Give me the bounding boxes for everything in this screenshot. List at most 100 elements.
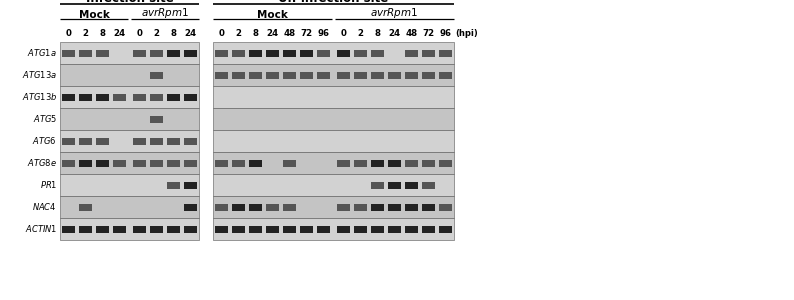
Text: $\it{ATG5}$: $\it{ATG5}$: [33, 113, 57, 124]
Text: 0: 0: [137, 28, 142, 38]
Bar: [388, 71, 401, 79]
Text: 0: 0: [66, 28, 71, 38]
Bar: [337, 226, 350, 232]
Bar: [62, 226, 75, 232]
Bar: [232, 203, 245, 211]
Bar: [96, 226, 109, 232]
Bar: [113, 226, 126, 232]
Bar: [167, 182, 180, 188]
Bar: [371, 203, 384, 211]
Bar: [79, 160, 92, 167]
Bar: [283, 71, 296, 79]
Bar: [213, 152, 454, 174]
Bar: [167, 137, 180, 145]
Text: $\it{avrRpm1}$: $\it{avrRpm1}$: [370, 6, 418, 20]
Text: 72: 72: [300, 28, 313, 38]
Bar: [405, 50, 418, 56]
Text: $\it{ATG13b}$: $\it{ATG13b}$: [21, 92, 57, 103]
Bar: [439, 71, 452, 79]
Bar: [232, 160, 245, 167]
Bar: [113, 94, 126, 100]
Bar: [213, 130, 454, 152]
Text: $\it{ACTIN1}$: $\it{ACTIN1}$: [25, 224, 57, 235]
Bar: [249, 160, 262, 167]
Bar: [371, 160, 384, 167]
Text: $\it{ATG13a}$: $\it{ATG13a}$: [22, 70, 57, 80]
Bar: [213, 196, 454, 218]
Text: 24: 24: [267, 28, 279, 38]
Bar: [150, 116, 163, 122]
Bar: [60, 218, 199, 240]
Text: 96: 96: [318, 28, 330, 38]
Bar: [439, 50, 452, 56]
Bar: [213, 108, 454, 130]
Bar: [184, 226, 197, 232]
Text: 8: 8: [375, 28, 380, 38]
Text: 72: 72: [422, 28, 434, 38]
Bar: [167, 50, 180, 56]
Bar: [388, 182, 401, 188]
Text: $\it{avrRpm1}$: $\it{avrRpm1}$: [141, 6, 189, 20]
Bar: [422, 160, 435, 167]
Text: 8: 8: [252, 28, 259, 38]
Bar: [215, 203, 228, 211]
Text: 0: 0: [218, 28, 225, 38]
Bar: [266, 203, 279, 211]
Bar: [60, 130, 199, 152]
Text: 2: 2: [83, 28, 88, 38]
Bar: [337, 160, 350, 167]
Bar: [60, 108, 199, 130]
Bar: [96, 137, 109, 145]
Bar: [283, 50, 296, 56]
Bar: [213, 218, 454, 240]
Bar: [167, 160, 180, 167]
Bar: [133, 226, 146, 232]
Bar: [266, 226, 279, 232]
Text: $\it{ATG8e}$: $\it{ATG8e}$: [27, 158, 57, 169]
Bar: [215, 71, 228, 79]
Text: 0: 0: [341, 28, 346, 38]
Bar: [422, 50, 435, 56]
Bar: [184, 94, 197, 100]
Bar: [371, 226, 384, 232]
Text: 24: 24: [114, 28, 125, 38]
Bar: [405, 182, 418, 188]
Bar: [150, 50, 163, 56]
Bar: [266, 50, 279, 56]
Bar: [317, 71, 330, 79]
Bar: [150, 137, 163, 145]
Bar: [354, 160, 367, 167]
Bar: [422, 71, 435, 79]
Bar: [133, 160, 146, 167]
Bar: [213, 86, 454, 108]
Bar: [113, 160, 126, 167]
Bar: [337, 203, 350, 211]
Text: Un-infection site: Un-infection site: [279, 0, 388, 5]
Text: 48: 48: [406, 28, 418, 38]
Bar: [213, 64, 454, 86]
Bar: [184, 50, 197, 56]
Bar: [300, 71, 313, 79]
Text: 2: 2: [357, 28, 364, 38]
Bar: [266, 71, 279, 79]
Text: 2: 2: [153, 28, 160, 38]
Bar: [388, 203, 401, 211]
Bar: [405, 226, 418, 232]
Bar: [317, 226, 330, 232]
Bar: [422, 203, 435, 211]
Bar: [249, 203, 262, 211]
Bar: [337, 50, 350, 56]
Bar: [371, 71, 384, 79]
Bar: [133, 137, 146, 145]
Text: Mock: Mock: [257, 10, 288, 20]
Bar: [317, 50, 330, 56]
Bar: [232, 50, 245, 56]
Bar: [184, 137, 197, 145]
Bar: [354, 203, 367, 211]
Bar: [60, 174, 199, 196]
Bar: [96, 50, 109, 56]
Bar: [60, 42, 199, 64]
Text: 96: 96: [440, 28, 452, 38]
Bar: [167, 94, 180, 100]
Bar: [300, 50, 313, 56]
